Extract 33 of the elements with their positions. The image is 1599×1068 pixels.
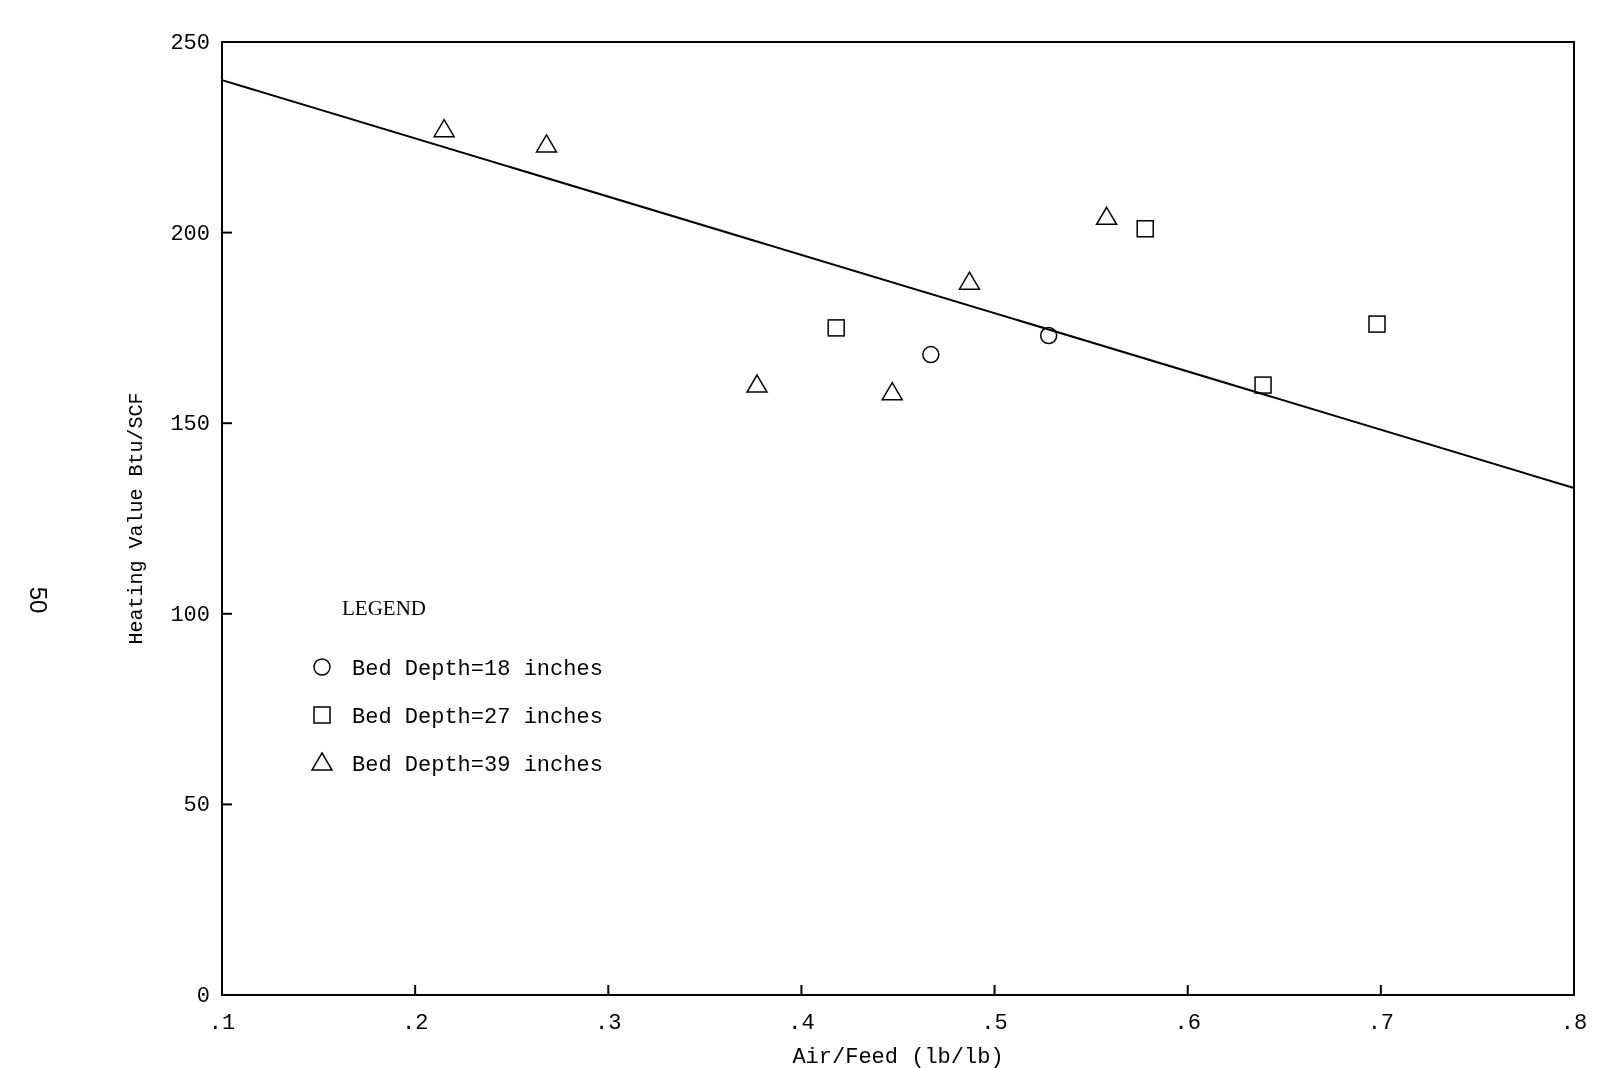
point xyxy=(1136,220,1154,238)
y-axis-title: Heating Value Btu/SCF xyxy=(125,392,148,645)
y-tick-label: 150 xyxy=(170,412,210,438)
x-axis-title: Air/Feed (lb/lb) xyxy=(792,1045,1004,1068)
point xyxy=(881,381,903,401)
point xyxy=(433,118,455,138)
x-tick-label: .6 xyxy=(1174,1011,1201,1036)
y-tick-label: 100 xyxy=(170,602,210,628)
y-tick-label: 0 xyxy=(196,984,210,1009)
point xyxy=(1368,315,1386,333)
legend-label: Bed Depth=39 inches xyxy=(352,753,603,778)
y-tick-label: 200 xyxy=(170,221,210,247)
x-tick-label: .8 xyxy=(1560,1011,1588,1036)
point xyxy=(1095,206,1118,226)
x-tick-label: .1 xyxy=(208,1011,236,1036)
text: 50 xyxy=(25,586,52,614)
point xyxy=(746,374,768,393)
point xyxy=(1254,376,1272,394)
point xyxy=(1039,326,1058,345)
point xyxy=(535,134,558,153)
y-tick-label: 250 xyxy=(170,31,210,56)
legend-label: Bed Depth=27 inches xyxy=(352,705,603,730)
point xyxy=(958,271,981,290)
point xyxy=(827,319,845,337)
point xyxy=(922,345,940,364)
legend-label: Bed Depth=18 inches xyxy=(352,657,603,682)
x-tick-label: .2 xyxy=(401,1011,429,1036)
x-tick-label: .3 xyxy=(595,1011,622,1036)
legend-title: LEGEND xyxy=(342,596,426,620)
y-tick-label: 50 xyxy=(183,793,210,819)
x-tick-label: .4 xyxy=(788,1011,815,1036)
x-tick-label: .7 xyxy=(1367,1011,1395,1036)
x-tick-label: .5 xyxy=(981,1011,1008,1036)
